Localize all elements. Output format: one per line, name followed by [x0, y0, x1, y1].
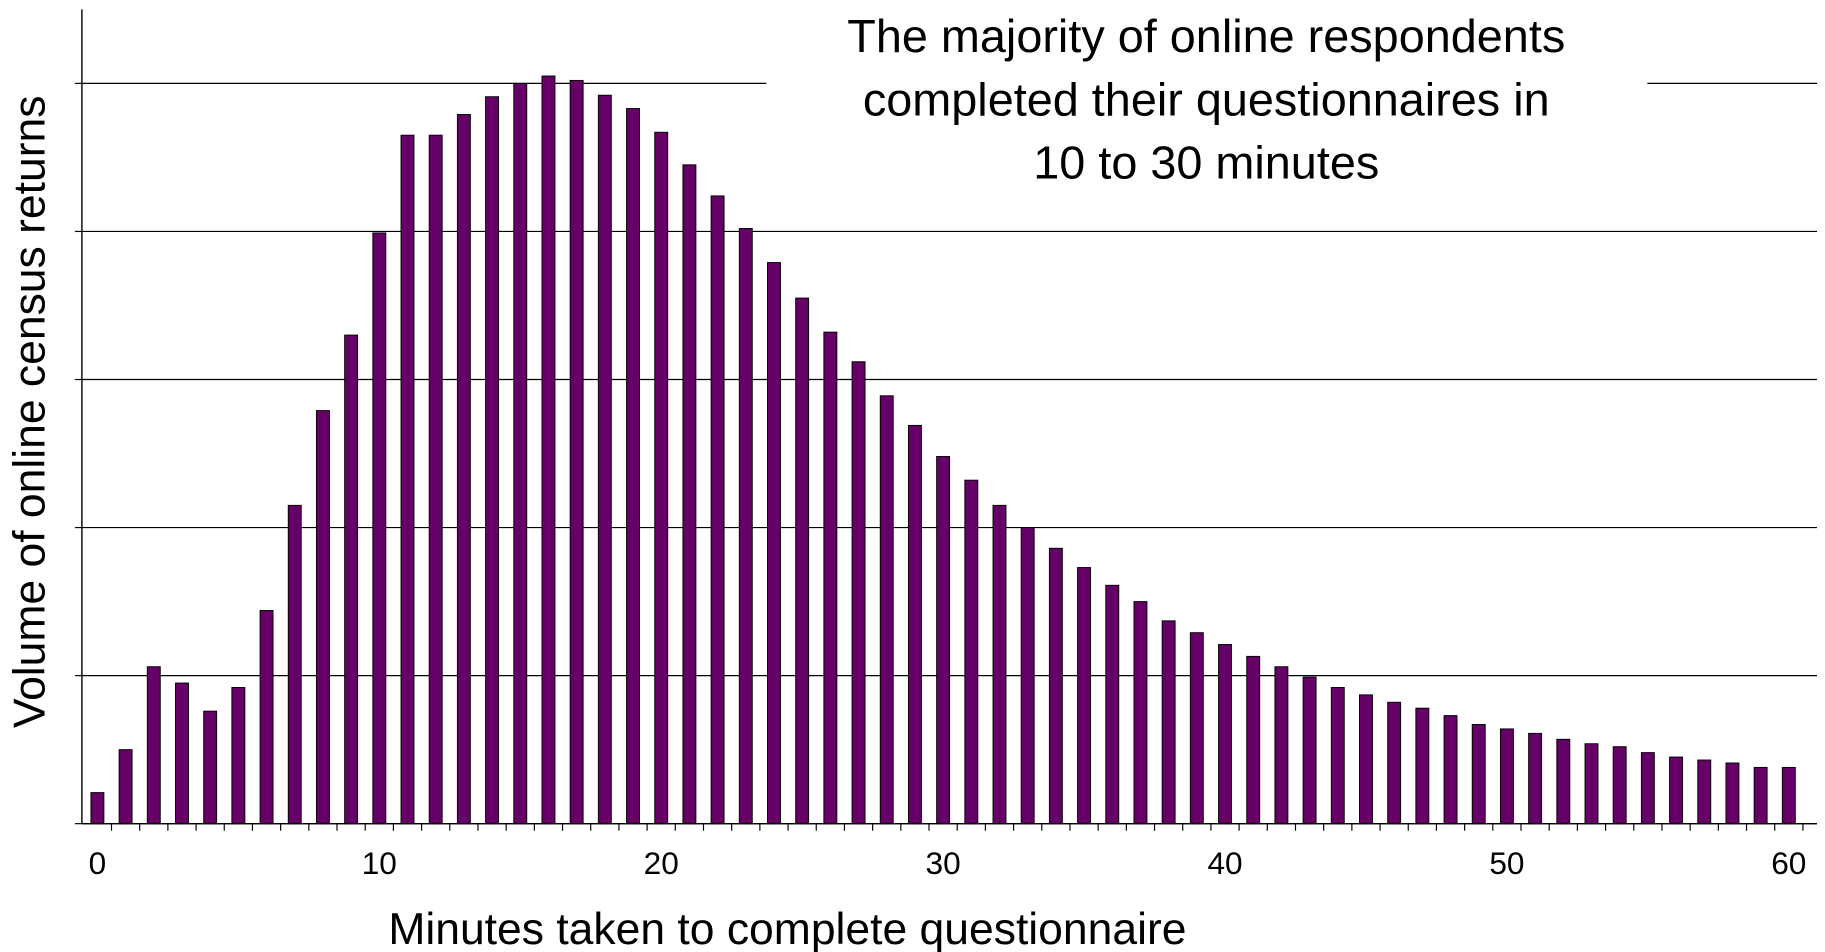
bar	[1246, 655, 1261, 825]
bar	[1612, 746, 1627, 825]
bar	[456, 114, 471, 825]
bar	[175, 682, 189, 825]
bar	[1105, 584, 1120, 825]
bar	[372, 232, 387, 825]
bar	[231, 686, 246, 825]
bar	[118, 749, 133, 825]
bar	[315, 410, 330, 825]
annotation: 10 to 30 minutes	[1033, 136, 1379, 188]
bar	[1471, 724, 1486, 825]
bar	[907, 424, 922, 825]
bar	[710, 195, 725, 825]
bar	[1302, 676, 1317, 825]
bar	[1218, 644, 1232, 825]
bar	[513, 82, 528, 825]
bar	[738, 228, 753, 825]
bar	[851, 361, 866, 825]
bar	[1189, 632, 1204, 825]
bar	[1725, 762, 1740, 825]
bar	[1359, 694, 1373, 825]
bar	[1697, 759, 1712, 825]
bar	[1640, 752, 1655, 825]
bar	[654, 131, 669, 825]
bar	[682, 164, 697, 825]
bar	[259, 610, 274, 825]
bar	[1556, 738, 1571, 825]
x-tick-label: 30	[926, 845, 961, 881]
bar	[1048, 547, 1063, 825]
bar	[146, 666, 161, 825]
bar	[287, 504, 302, 825]
bar	[767, 262, 781, 825]
bar	[1781, 766, 1796, 825]
bar	[1133, 601, 1148, 825]
x-tick-label: 60	[1771, 845, 1806, 881]
x-tick-label: 40	[1207, 845, 1242, 881]
bar	[1330, 686, 1345, 825]
bar	[1161, 620, 1176, 825]
bar	[1499, 728, 1514, 825]
bar	[597, 94, 612, 825]
bar	[541, 75, 556, 825]
x-tick-label: 10	[362, 845, 397, 881]
bar	[344, 334, 359, 825]
bar	[1077, 567, 1092, 825]
x-tick-label: 20	[644, 845, 679, 881]
bar	[1753, 766, 1768, 825]
bar	[1528, 732, 1543, 825]
x-axis-label: Minutes taken to complete questionnaire	[388, 905, 1186, 952]
bar	[1443, 715, 1458, 825]
y-axis-label: Volume of online census returns	[6, 96, 55, 729]
bar	[1020, 527, 1035, 825]
bar	[203, 710, 218, 825]
bar	[1669, 756, 1684, 825]
bar	[1387, 701, 1402, 825]
bar	[90, 792, 105, 825]
bar	[936, 456, 951, 825]
bar	[1584, 743, 1599, 825]
bar	[879, 395, 894, 825]
annotation-background	[766, 9, 1648, 197]
bar	[795, 297, 810, 825]
bar	[823, 331, 838, 825]
annotation: The majority of online respondents	[847, 10, 1565, 62]
bar	[428, 134, 443, 825]
annotation: completed their questionnaires in	[863, 73, 1550, 125]
bar	[626, 108, 640, 825]
bar	[400, 134, 415, 825]
bar	[485, 96, 500, 825]
bar	[964, 479, 979, 825]
bar	[569, 79, 584, 825]
bar	[1415, 707, 1430, 825]
x-tick-label: 0	[89, 845, 107, 881]
bar	[992, 504, 1007, 825]
plot-area: Volume of online census returns Minutes …	[6, 9, 1818, 952]
x-tick-label: 50	[1489, 845, 1524, 881]
bar	[1274, 666, 1289, 825]
